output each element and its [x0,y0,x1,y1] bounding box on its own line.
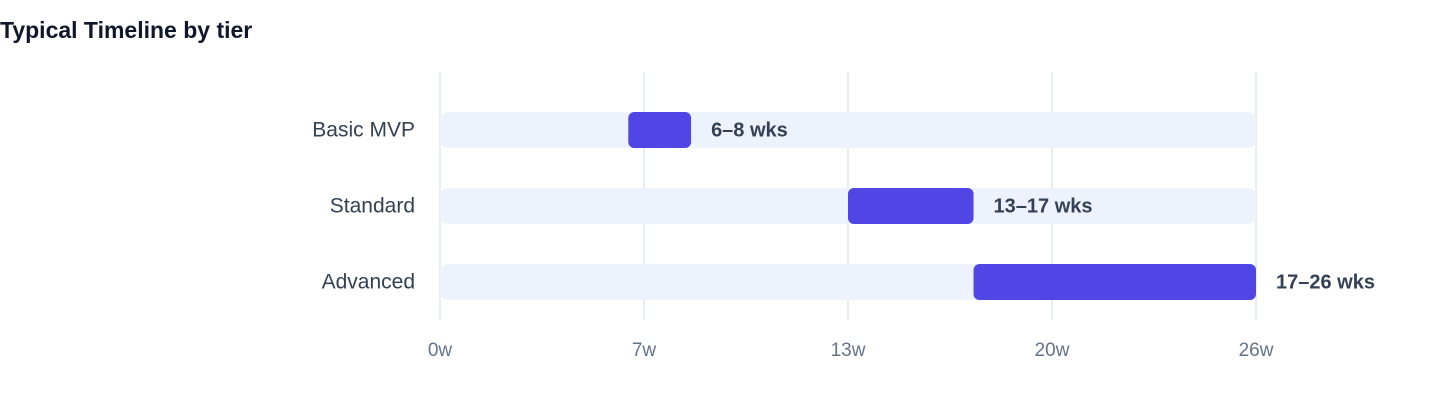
bar [628,112,692,148]
x-tick-label: 7w [632,340,657,361]
value-label: 6–8 wks [711,119,788,141]
bar [973,264,1256,300]
chart-title: Typical Timeline by tier [0,17,252,43]
track [440,112,1256,148]
value-label: 13–17 wks [994,195,1093,217]
x-tick-label: 20w [1035,340,1070,361]
y-tick-label: Advanced [322,271,415,294]
x-tick-label: 0w [428,340,453,361]
x-tick-label: 13w [831,340,866,361]
bar [848,188,974,224]
y-tick-label: Basic MVP [312,119,415,142]
x-tick-label: 26w [1239,340,1274,361]
y-tick-label: Standard [330,195,415,218]
value-label: 17–26 wks [1276,271,1375,293]
